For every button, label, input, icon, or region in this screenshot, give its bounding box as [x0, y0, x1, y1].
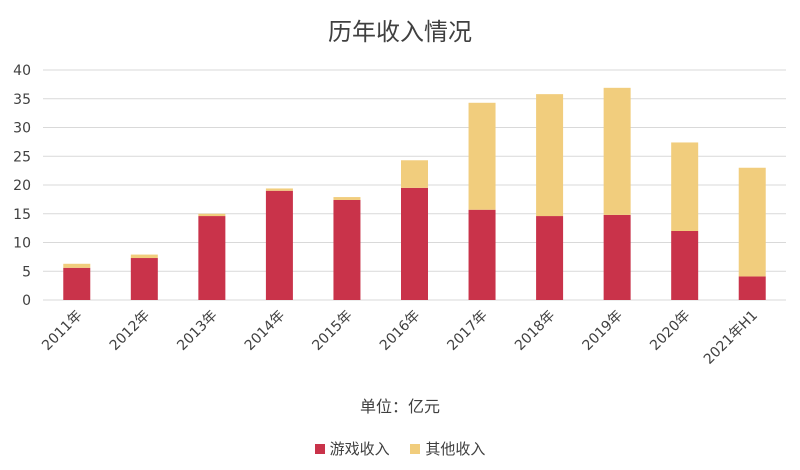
y-tick-label: 35: [13, 92, 31, 108]
bar-other-0: [63, 263, 91, 268]
x-tick-label: 2016年: [377, 308, 423, 354]
y-tick-label: 25: [13, 149, 31, 165]
legend-swatch-other: [410, 443, 421, 454]
x-tick-label: 2017年: [444, 308, 490, 354]
bar-game-3: [265, 190, 293, 300]
legend-item-game: 游戏收入: [314, 438, 390, 459]
bar-other-8: [603, 87, 631, 215]
y-tick-label: 15: [13, 207, 31, 223]
x-tick-label: 2011年: [39, 308, 85, 354]
bar-game-4: [333, 199, 361, 300]
bar-other-3: [265, 188, 293, 191]
bar-game-5: [401, 187, 428, 300]
bar-other-4: [333, 197, 361, 200]
legend-item-other: 其他收入: [410, 438, 485, 459]
bar-other-6: [468, 102, 496, 210]
bar-game-2: [198, 216, 226, 300]
bar-game-8: [603, 214, 631, 300]
x-tick-label: 2020年: [647, 308, 693, 354]
bar-other-10: [738, 167, 766, 277]
y-tick-label: 40: [13, 63, 31, 79]
bar-game-7: [536, 216, 564, 300]
bar-other-5: [401, 160, 428, 188]
x-tick-label: 2012年: [107, 308, 153, 354]
y-tick-label: 0: [22, 293, 31, 309]
x-tick-label: 2013年: [174, 308, 220, 354]
legend-label-game: 游戏收入: [329, 440, 390, 458]
bar-other-2: [198, 213, 226, 217]
chart-title: 历年收入情况: [328, 18, 472, 46]
bar-game-6: [468, 209, 496, 300]
bar-game-0: [63, 267, 91, 300]
bar-other-7: [536, 94, 564, 217]
unit-label: 单位：亿元: [359, 397, 440, 416]
x-tick-label: 2021年H1: [701, 308, 761, 368]
legend-swatch-game: [314, 443, 325, 454]
bar-other-9: [671, 142, 699, 231]
y-tick-label: 10: [13, 236, 31, 252]
legend: 游戏收入 其他收入: [0, 438, 800, 459]
x-tick-label: 2015年: [309, 308, 355, 354]
bar-game-1: [130, 258, 158, 300]
bar-game-9: [671, 231, 699, 300]
legend-label-other: 其他收入: [425, 440, 486, 458]
x-tick-label: 2019年: [580, 308, 626, 354]
y-tick-label: 5: [22, 264, 31, 280]
y-tick-label: 20: [13, 178, 31, 194]
x-tick-label: 2018年: [512, 308, 558, 354]
bar-game-10: [738, 276, 766, 300]
bar-other-1: [130, 254, 158, 259]
y-tick-label: 30: [13, 121, 31, 137]
x-tick-label: 2014年: [242, 308, 288, 354]
